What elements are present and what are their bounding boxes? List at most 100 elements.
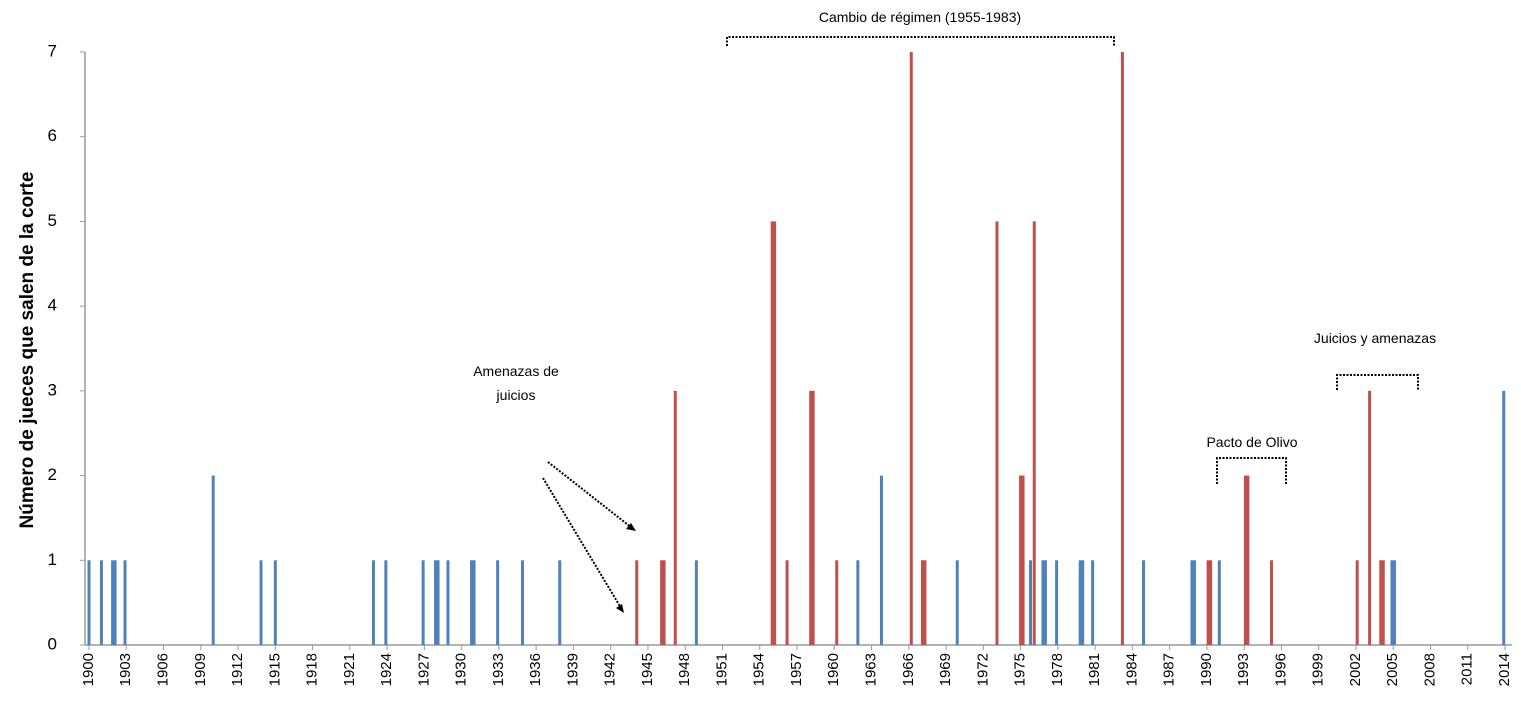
bar xyxy=(773,221,777,645)
bar xyxy=(660,560,664,645)
bar xyxy=(1192,560,1196,645)
x-tick-label: 1939 xyxy=(564,653,581,686)
annotation: Pacto de Olivo xyxy=(1206,434,1297,450)
bar xyxy=(1032,221,1036,645)
x-tick-label: 1909 xyxy=(192,653,209,686)
bar xyxy=(99,560,103,645)
annotation: Amenazas de xyxy=(473,363,559,379)
bar xyxy=(436,560,440,645)
arrow xyxy=(542,477,622,609)
x-tick-label: 1990 xyxy=(1198,653,1215,686)
bar xyxy=(1243,475,1247,645)
x-tick-label: 1900 xyxy=(80,653,97,686)
bar xyxy=(920,560,924,645)
bar xyxy=(111,560,115,645)
bar xyxy=(673,390,677,645)
bar xyxy=(1206,560,1210,645)
x-tick-label: 1924 xyxy=(378,653,395,686)
x-tick-label: 1954 xyxy=(751,653,768,686)
x-tick-label: 2008 xyxy=(1421,653,1438,686)
x-tick-label: 1936 xyxy=(527,653,544,686)
x-tick-label: 1930 xyxy=(453,653,470,686)
bar xyxy=(955,560,959,645)
bar xyxy=(923,560,927,645)
x-tick-label: 1966 xyxy=(900,653,917,686)
x-tick-label: 1942 xyxy=(602,653,619,686)
y-tick-label: 6 xyxy=(48,126,57,145)
bar xyxy=(1019,475,1023,645)
y-tick-label: 3 xyxy=(48,380,57,399)
x-tick-label: 1921 xyxy=(341,653,358,686)
bar xyxy=(879,475,883,645)
x-tick-label: 1999 xyxy=(1310,653,1327,686)
bar xyxy=(1043,560,1047,645)
x-tick-label: 1903 xyxy=(117,653,134,686)
arrow-head xyxy=(616,604,624,613)
bar xyxy=(1269,560,1273,645)
y-tick-label: 2 xyxy=(48,465,57,484)
bar xyxy=(809,390,813,645)
x-tick-label: 1951 xyxy=(713,653,730,686)
bar xyxy=(1217,560,1221,645)
bar xyxy=(384,560,388,645)
x-tick-label: 1906 xyxy=(154,653,171,686)
bar xyxy=(273,560,277,645)
bar xyxy=(1120,52,1124,645)
bar xyxy=(1390,560,1394,645)
bar xyxy=(835,560,839,645)
x-tick-label: 1933 xyxy=(490,653,507,686)
x-tick-label: 1912 xyxy=(229,653,246,686)
x-tick-label: 2011 xyxy=(1459,653,1476,685)
bar xyxy=(1502,390,1506,645)
x-tick-label: 1993 xyxy=(1235,653,1252,686)
x-tick-label: 1975 xyxy=(1012,653,1029,686)
x-tick-label: 1918 xyxy=(304,653,321,686)
bar xyxy=(856,560,860,645)
bar xyxy=(909,52,913,645)
x-tick-label: 2002 xyxy=(1347,653,1364,686)
bar xyxy=(1055,560,1059,645)
bar xyxy=(1081,560,1085,645)
annotation: juicios xyxy=(496,387,536,403)
bar xyxy=(113,560,117,645)
arrow-head xyxy=(626,523,636,531)
bar xyxy=(1029,560,1033,645)
bar xyxy=(1355,560,1359,645)
bar xyxy=(785,560,789,645)
x-tick-label: 1960 xyxy=(825,653,842,686)
bar xyxy=(259,560,263,645)
bar xyxy=(472,560,476,645)
bar xyxy=(496,560,500,645)
bar xyxy=(770,221,774,645)
bar xyxy=(694,560,698,645)
bar xyxy=(87,560,91,645)
x-tick-label: 1927 xyxy=(415,653,432,686)
annotation: Cambio de régimen (1955-1983) xyxy=(819,9,1021,25)
x-tick-label: 1957 xyxy=(788,653,805,686)
bracket xyxy=(726,36,1115,46)
bar xyxy=(1142,560,1146,645)
x-tick-label: 1945 xyxy=(639,653,656,686)
bar xyxy=(1209,560,1213,645)
bar xyxy=(662,560,666,645)
bar xyxy=(1246,475,1250,645)
bar xyxy=(421,560,425,645)
bar xyxy=(635,560,639,645)
x-tick-label: 1996 xyxy=(1272,653,1289,686)
bracket xyxy=(1336,374,1419,390)
x-tick-label: 1969 xyxy=(937,653,954,686)
bar xyxy=(1379,560,1383,645)
x-tick-label: 2014 xyxy=(1496,653,1513,686)
bar xyxy=(470,560,474,645)
y-tick-label: 5 xyxy=(48,211,57,230)
bar xyxy=(995,221,999,645)
x-tick-label: 1984 xyxy=(1123,653,1140,686)
bar xyxy=(1368,390,1372,645)
bar xyxy=(434,560,438,645)
bar xyxy=(1190,560,1194,645)
arrow xyxy=(547,461,633,529)
x-tick-label: 1972 xyxy=(974,653,991,686)
bar xyxy=(1392,560,1396,645)
bar xyxy=(371,560,375,645)
